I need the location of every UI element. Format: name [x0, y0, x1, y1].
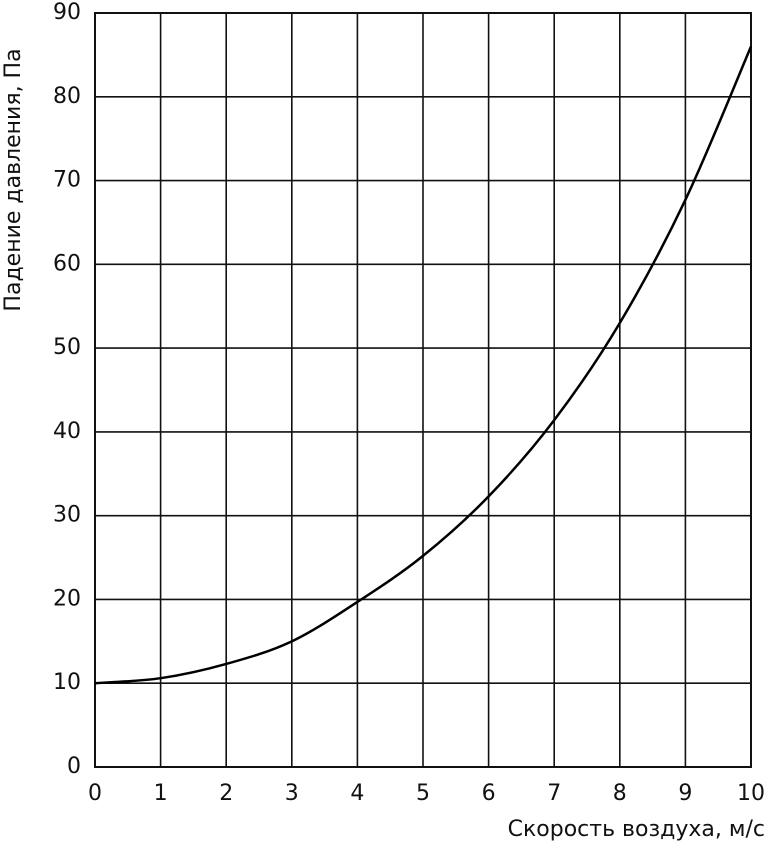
plot-frame [94, 12, 752, 768]
x-tick-label: 9 [678, 781, 692, 806]
x-axis-label: Скорость воздуха, м/с [508, 817, 765, 842]
y-tick-label: 50 [53, 335, 81, 360]
x-tick-label: 4 [350, 781, 364, 806]
x-tick-label: 1 [154, 781, 168, 806]
y-tick-label: 60 [53, 251, 81, 276]
y-tick-label: 20 [53, 586, 81, 611]
y-tick-label: 70 [53, 168, 81, 193]
y-tick-label: 40 [53, 419, 81, 444]
x-tick-label: 6 [482, 781, 496, 806]
x-tick-label: 10 [737, 781, 765, 806]
x-tick-label: 3 [285, 781, 299, 806]
y-axis-label: Падение давления, Па [1, 48, 26, 311]
y-tick-label: 0 [67, 754, 81, 779]
data-line [94, 46, 753, 685]
y-tick-label: 90 [53, 0, 81, 25]
y-tick-label: 80 [53, 84, 81, 109]
x-tick-label: 8 [613, 781, 627, 806]
x-tick-label: 5 [416, 781, 430, 806]
x-tick-label: 7 [547, 781, 561, 806]
y-tick-label: 10 [53, 670, 81, 695]
x-tick-label: 2 [219, 781, 233, 806]
x-tick-label: 0 [88, 781, 102, 806]
y-tick-label: 30 [53, 503, 81, 528]
